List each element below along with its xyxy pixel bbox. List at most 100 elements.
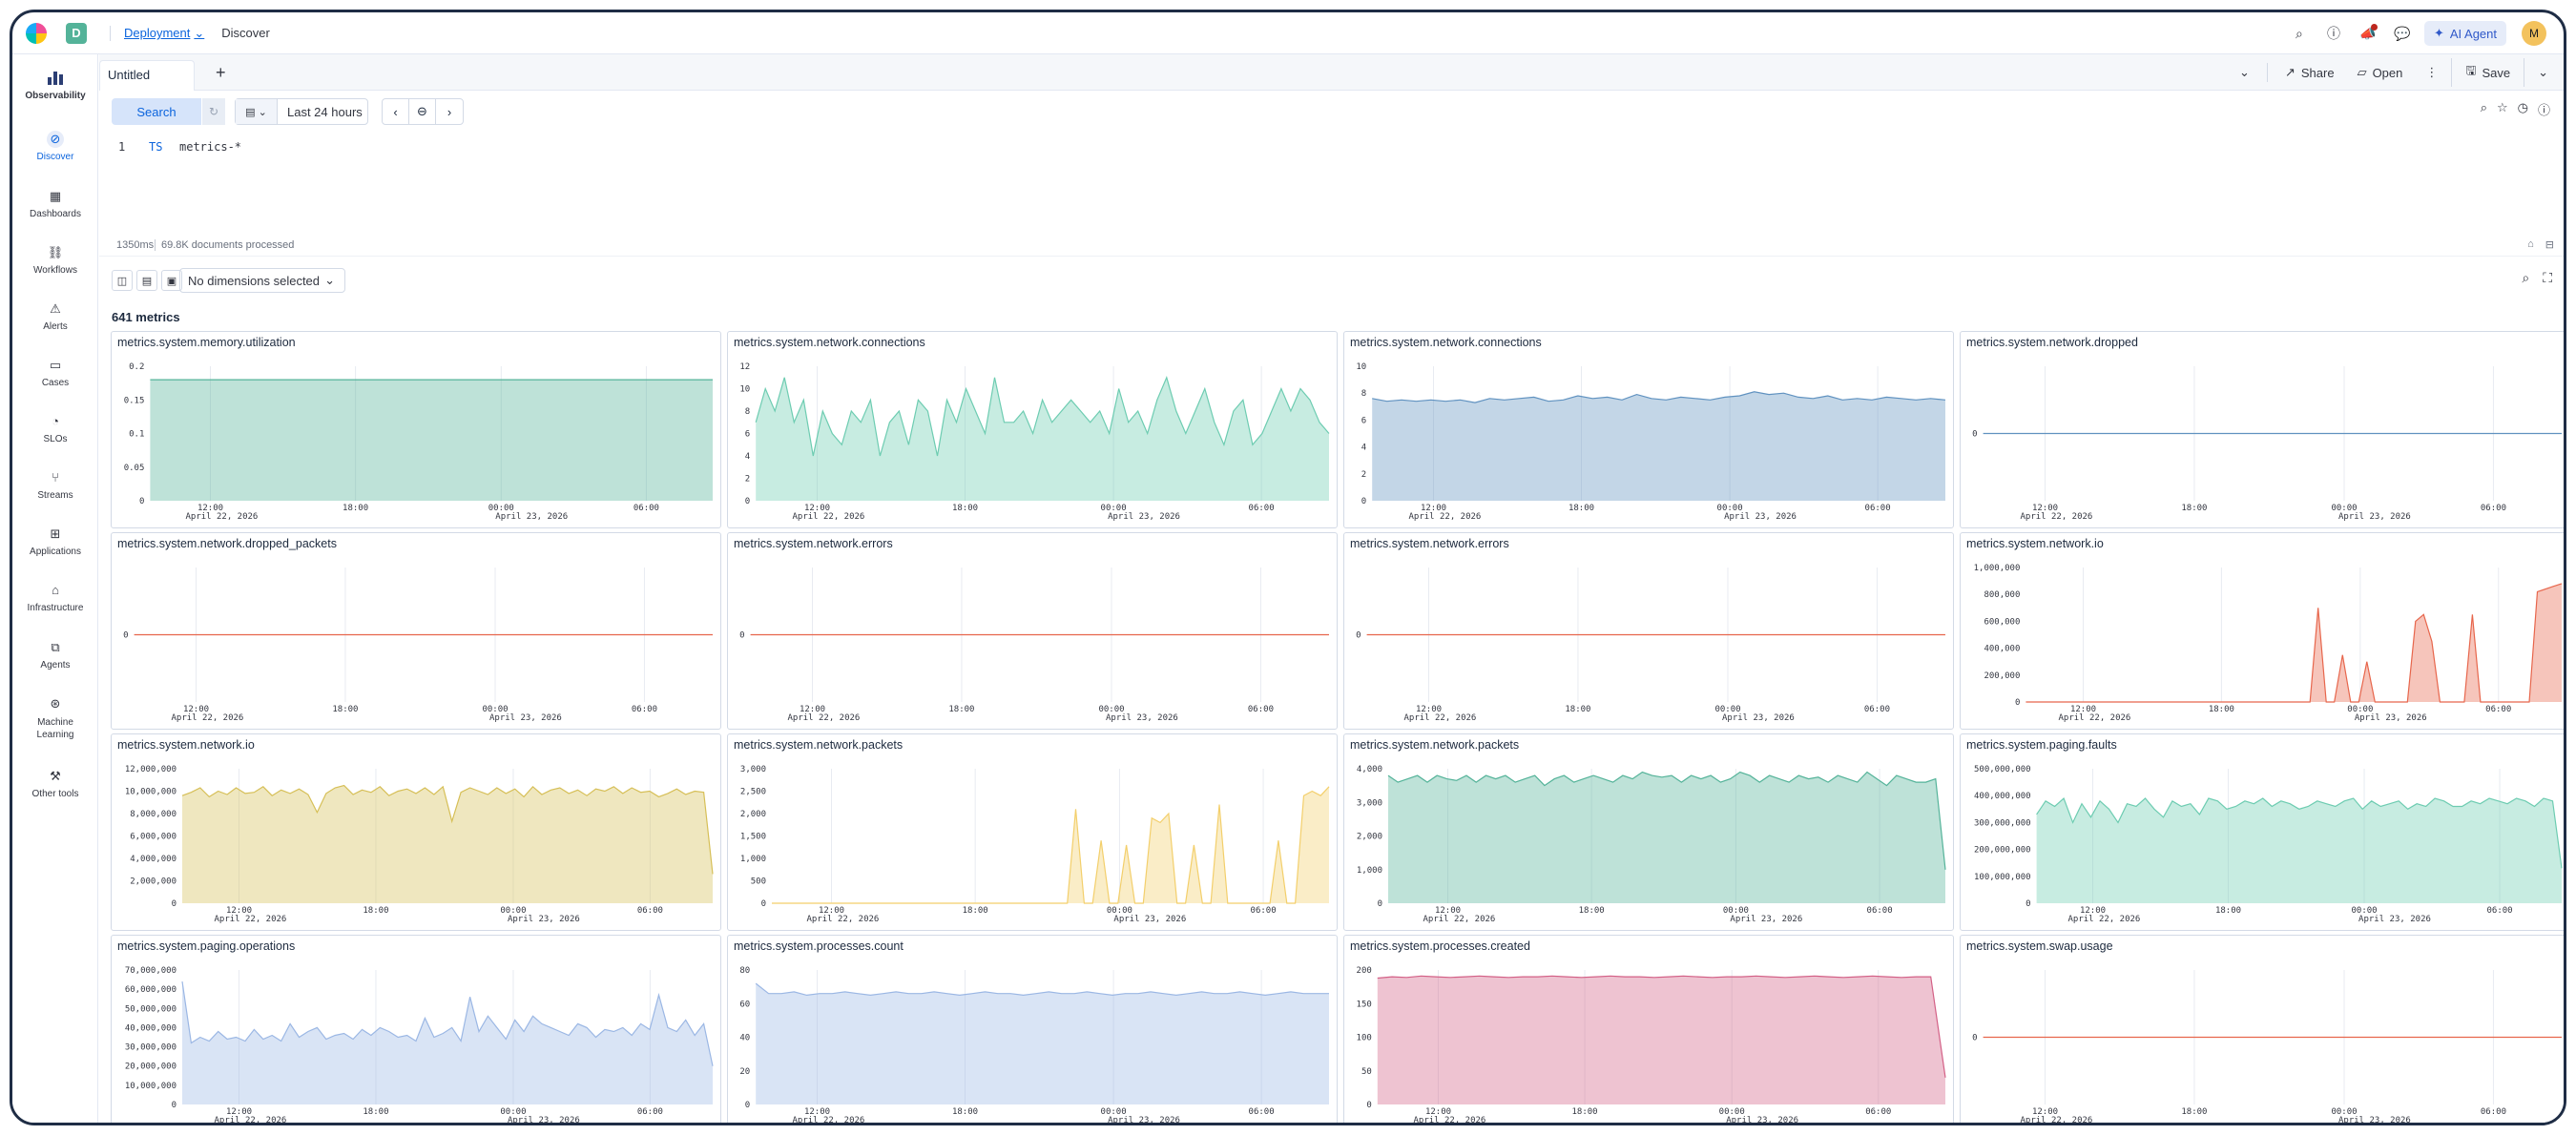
grid-view-icon[interactable]: ◫ <box>112 270 133 291</box>
sidebar-item-workflows[interactable]: ⛓ Workflows <box>12 244 98 276</box>
metric-panel[interactable]: metrics.system.network.packets 3,000 2,500… <box>727 733 1338 931</box>
calendar-icon[interactable]: ▤ ⌄ <box>236 99 278 124</box>
y-tick-label: 0.05 <box>124 464 145 473</box>
sidebar-item-agents[interactable]: ⧉ Agents <box>12 639 98 671</box>
toolbar-actions: ⌕ ⛶ <box>2522 270 2552 286</box>
search-button[interactable]: Search <box>112 98 201 125</box>
metric-panel[interactable]: metrics.system.network.connections 12 10 8 6… <box>727 331 1338 528</box>
metric-panel[interactable]: metrics.system.swap.usage 0 12:00 18:00 00:0… <box>1960 935 2564 1125</box>
metric-panel[interactable]: metrics.system.network.dropped_packets 0 1… <box>111 532 721 730</box>
metric-chart: 0 12:00 18:00 00:00 06:00 April 22, 2026 April… <box>1972 366 2562 522</box>
search-icon[interactable]: ⌕ <box>2522 270 2530 285</box>
sidebar-item-discover[interactable]: ⊘ Discover <box>12 131 98 162</box>
metric-panel[interactable]: metrics.system.processes.count 80 60 40 20 0 1… <box>727 935 1338 1123</box>
sidebar-item-other-tools[interactable]: ⚒ Other tools <box>12 768 98 799</box>
y-tick-label: 6 <box>745 430 750 440</box>
sidebar-item-streams[interactable]: ⑂ Streams <box>12 469 98 501</box>
sidebar-item-alerts[interactable]: ⚠ Alerts <box>12 300 98 332</box>
workflow-icon: ⛓ <box>47 245 64 259</box>
compass-icon: ⊘ <box>47 131 64 148</box>
query-editor[interactable]: 1 TS metrics-* <box>99 133 2564 171</box>
user-avatar[interactable]: M <box>2522 21 2546 46</box>
metric-panel[interactable]: metrics.system.paging.operations 70,000,0… <box>111 935 721 1123</box>
ai-agent-icon: ✦ <box>2433 26 2444 40</box>
metric-panel[interactable]: metrics.system.memory.utilization 0.2 0.15… <box>111 331 721 528</box>
metric-chart: 0 12:00 18:00 00:00 06:00 April 22, 2026 April… <box>1356 568 1945 723</box>
share-button[interactable]: ↗ Share <box>2275 61 2344 84</box>
x-date-label: April 23, 2026 <box>1726 1116 1798 1125</box>
tab-untitled[interactable]: Untitled <box>99 60 195 91</box>
metric-panel[interactable]: metrics.system.network.errors 0 12:00 18:00… <box>1343 532 1954 730</box>
series-area <box>772 786 1329 903</box>
space-avatar[interactable]: D <box>66 22 87 44</box>
history-icon[interactable]: ◷ <box>2517 100 2528 114</box>
search-icon[interactable]: ⌕ <box>2480 100 2487 114</box>
y-tick-label: 400,000 <box>1984 645 2020 654</box>
sidebar-item-slos[interactable]: ◔ SLOs <box>12 413 98 444</box>
x-tick-label: 12:00 <box>226 1107 252 1117</box>
sidebar-item-label: Dashboards <box>30 209 81 219</box>
breadcrumb-deployment[interactable]: Deployment ⌄ <box>124 26 204 41</box>
metric-chart: 3,000 2,500 2,000 1,500 1,000 500 0 12:00 18:00 0… <box>740 765 1330 924</box>
elastic-logo[interactable] <box>26 22 47 44</box>
metric-panel[interactable]: metrics.system.network.io 1,000,000 800,00… <box>1960 532 2564 730</box>
table-view-icon[interactable]: ▤ <box>136 270 157 291</box>
tabs-menu-chevron-icon[interactable]: ⌄ <box>2239 65 2250 79</box>
sidebar-item-observability[interactable]: Observability <box>12 70 98 101</box>
share-label: Share <box>2300 65 2335 80</box>
ai-agent-button[interactable]: ✦ AI Agent <box>2423 21 2506 46</box>
metric-panel-title: metrics.system.memory.utilization <box>117 336 296 349</box>
x-tick-label: 12:00 <box>1416 705 1442 714</box>
metric-panel[interactable]: metrics.system.network.errors 0 12:00 18:00… <box>727 532 1338 730</box>
open-button[interactable]: ▱ Open <box>2348 61 2413 84</box>
x-tick-label: 12:00 <box>819 906 844 916</box>
metric-panel[interactable]: metrics.system.paging.faults 500,000,000 4… <box>1960 733 2564 931</box>
series-line <box>181 981 714 1066</box>
x-tick-label: 00:00 <box>1714 705 1740 714</box>
sidebar-item-dashboards[interactable]: ▦ Dashboards <box>12 188 98 219</box>
x-date-label: April 23, 2026 <box>1113 915 1186 924</box>
metric-panel[interactable]: metrics.system.network.dropped 0 12:00 18:0… <box>1960 331 2564 528</box>
metric-panel[interactable]: metrics.system.network.io 12,000,000 10,00… <box>111 733 721 931</box>
top-bar: D Deployment ⌄ Discover ⌕ ⓘ 📣 💬 ✦ AI Agent… <box>12 12 2564 54</box>
zoom-out-icon[interactable]: ⊖ <box>409 99 436 124</box>
previous-time-icon[interactable]: ‹ <box>383 99 409 124</box>
metric-panel-title: metrics.system.network.connections <box>734 336 925 349</box>
fullscreen-icon[interactable]: ⛶ <box>2543 270 2552 285</box>
sidebar-item-applications[interactable]: ⊞ Applications <box>12 526 98 557</box>
sidebar-item-infrastructure[interactable]: ⌂ Infrastructure <box>12 582 98 613</box>
dimensions-select[interactable]: No dimensions selected ⌄ <box>179 268 345 293</box>
news-feed-icon[interactable]: 📣 <box>2359 24 2378 41</box>
sidebar-item-label: Discover <box>36 152 74 162</box>
help-icon[interactable]: ⓘ <box>2537 103 2550 117</box>
x-date-label: April 22, 2026 <box>2020 1116 2092 1125</box>
more-options-icon[interactable]: ⋮ <box>2425 65 2439 79</box>
star-icon[interactable]: ☆ <box>2496 100 2508 114</box>
series-line <box>772 786 1330 904</box>
inspect-icon[interactable]: ⌂ <box>2527 238 2534 250</box>
metric-panel[interactable]: metrics.system.processes.created 200 150 10… <box>1343 935 1954 1125</box>
next-time-icon[interactable]: › <box>447 104 452 119</box>
add-tab-icon[interactable]: + <box>216 63 226 82</box>
y-tick-label: 2,000 <box>1357 833 1382 842</box>
x-date-label: April 23, 2026 <box>2358 915 2431 924</box>
refresh-icon[interactable]: ↻ <box>202 98 225 125</box>
x-tick-label: 18:00 <box>2215 906 2241 916</box>
search-icon[interactable]: ⌕ <box>2296 25 2303 41</box>
y-tick-label: 0 <box>745 497 750 506</box>
save-options-chevron-icon[interactable]: ⌄ <box>2538 65 2548 79</box>
series-area <box>1372 391 1945 501</box>
metric-chart: 0 12:00 18:00 00:00 06:00 April 22, 2026 April… <box>1972 970 2562 1125</box>
sidebar-item-cases[interactable]: ▭ Cases <box>12 357 98 388</box>
layout-icon[interactable]: ⊟ <box>2545 239 2554 251</box>
date-picker[interactable]: ▤ ⌄ Last 24 hours <box>235 98 368 125</box>
chat-icon[interactable]: 💬 <box>2394 25 2411 41</box>
chevron-down-icon: ⌄ <box>324 273 335 287</box>
help-icon[interactable]: ⓘ <box>2326 26 2340 41</box>
chart-view-icon[interactable]: ▣ <box>161 270 182 291</box>
sidebar-item-machine-learning[interactable]: ⊛ Machine Learning <box>12 695 98 741</box>
metric-panel[interactable]: metrics.system.network.packets 4,000 3,000… <box>1343 733 1954 931</box>
save-button[interactable]: 🖫 Save <box>2451 58 2525 87</box>
x-tick-label: 18:00 <box>332 705 358 714</box>
metric-panel[interactable]: metrics.system.network.connections 10 8 6 4 2… <box>1343 331 1954 528</box>
